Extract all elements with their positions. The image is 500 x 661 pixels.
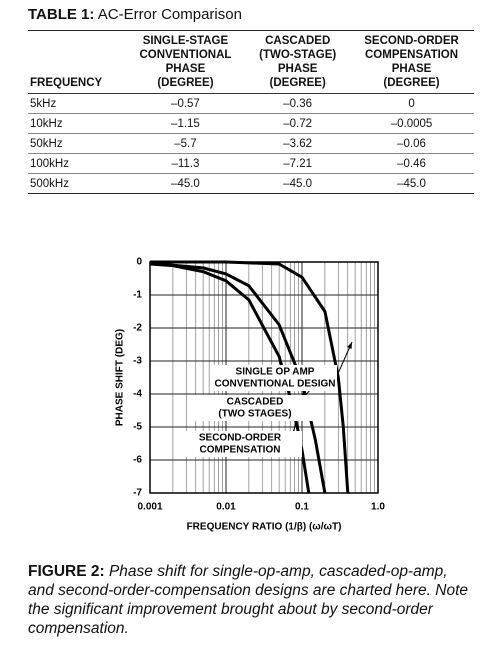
table-label: TABLE 1: <box>28 6 95 23</box>
header-line: PHASE <box>391 63 432 75</box>
header-line: (DEGREE) <box>157 77 214 89</box>
table-row: 10kHz –1.15 –0.72 –0.0005 <box>28 113 474 134</box>
table-cell: –0.72 <box>246 113 350 134</box>
x-tick-label: 1.0 <box>371 502 385 513</box>
annotation: CONVENTIONAL DESIGN <box>215 379 336 390</box>
header-row: FREQUENCY SINGLE-STAGE CONVENTIONAL PHASE (D… <box>28 30 474 94</box>
table-row: 500kHz –45.0 –45.0 –45.0 <box>28 174 474 194</box>
header-line: (TWO-STAGE) <box>259 49 337 61</box>
table-row: 5kHz –0.57 –0.36 0 <box>28 93 474 114</box>
table-row: 100kHz –11.3 –7.21 –0.46 <box>28 153 474 174</box>
table-row: 50kHz –5.7 –3.62 –0.06 <box>28 133 474 154</box>
x-tick-label: 0.1 <box>295 502 309 513</box>
y-tick-label: -2 <box>133 323 142 334</box>
header-line: CASCADED <box>265 35 331 47</box>
annotation: CASCADED <box>227 397 284 408</box>
table-cell: –0.46 <box>349 153 474 174</box>
curve <box>150 260 350 494</box>
y-tick-label: -1 <box>133 290 142 301</box>
header-line: COMPENSATION <box>364 49 459 61</box>
table-cell: 50kHz <box>28 133 125 154</box>
caption: FIGURE 2: Phase shift for single-op-amp,… <box>28 562 468 638</box>
annotation-bg <box>213 365 337 391</box>
table-cell: –7.21 <box>246 153 350 174</box>
annotation-bg <box>193 395 317 421</box>
table-cell: 500kHz <box>30 177 69 190</box>
chart: 0.001 0.01 0.1 1.0 0 -1 -2 -3 -4 -5 -6 -7 FREQUENCY … <box>115 257 386 533</box>
annotation: (TWO STAGES) <box>218 409 291 420</box>
caption-text: Phase shift for single-op-amp, cascaded-… <box>28 563 469 637</box>
table-cell: –45.0 <box>397 177 426 190</box>
y-tick-label: 0 <box>136 257 142 268</box>
header-line: PHASE <box>165 63 206 75</box>
header-cell: CASCADED (TWO-STAGE) PHASE (DEGREE) <box>246 30 350 94</box>
header-line: SECOND-ORDER <box>364 35 459 47</box>
table-cell: –11.3 <box>124 153 247 174</box>
table-cell: –0.06 <box>349 133 474 154</box>
table-cell: 5kHz <box>28 93 125 114</box>
arrow-head <box>347 342 352 349</box>
header-cell: SINGLE-STAGE CONVENTIONAL PHASE (DEGREE) <box>124 30 247 94</box>
header-line: SINGLE-STAGE <box>142 35 229 47</box>
table-title: TABLE 1: AC-Error Comparison <box>28 6 242 23</box>
y-tick-label: -4 <box>133 389 142 400</box>
header-line: CONVENTIONAL <box>139 49 232 61</box>
header-cell: SECOND-ORDER COMPENSATION PHASE (DEGREE) <box>349 30 474 94</box>
annotation: SINGLE OP AMP <box>236 367 315 378</box>
header-line: (DEGREE) <box>383 77 440 89</box>
annotation-bg <box>178 431 302 457</box>
table-cell: –45.0 <box>283 177 313 190</box>
y-tick-label: -5 <box>133 422 142 433</box>
table-title-text: AC-Error Comparison <box>97 6 242 23</box>
header-line: PHASE <box>277 63 318 75</box>
header-cell: FREQUENCY <box>28 30 125 94</box>
table-cell: –0.0005 <box>349 113 474 134</box>
x-tick-label: 0.001 <box>137 502 162 513</box>
table-cell: 0 <box>349 93 474 114</box>
annotation: SECOND-ORDER <box>199 433 282 444</box>
x-axis-label: FREQUENCY RATIO (1/β) (ω/ωT) <box>187 522 342 533</box>
annotation: COMPENSATION <box>200 445 281 456</box>
y-axis-label: PHASE SHIFT (DEG) <box>115 329 126 426</box>
table-cell: 10kHz <box>28 113 125 134</box>
table-cell: –0.36 <box>246 93 350 114</box>
header-line: FREQUENCY <box>30 77 103 89</box>
table-cell: –45.0 <box>171 177 200 190</box>
table-cell: –0.57 <box>124 93 247 114</box>
header-line: (DEGREE) <box>269 77 326 89</box>
y-tick-label: -7 <box>133 488 142 499</box>
table-cell: –3.62 <box>246 133 350 154</box>
table-cell: –5.7 <box>124 133 247 154</box>
y-tick-label: -3 <box>133 356 142 367</box>
table-body: 5kHz –0.57 –0.36 0 10kHz –1.15 –0.72 –0.0005 50k… <box>28 93 474 194</box>
curve <box>149 261 327 494</box>
table: FREQUENCY SINGLE-STAGE CONVENTIONAL PHASE (D… <box>28 30 474 194</box>
caption-label: FIGURE 2: <box>28 563 105 580</box>
x-tick-label: 0.01 <box>216 502 236 513</box>
table-cell: 100kHz <box>28 153 125 174</box>
table-cell: –1.15 <box>124 113 247 134</box>
y-tick-label: -6 <box>133 455 142 466</box>
